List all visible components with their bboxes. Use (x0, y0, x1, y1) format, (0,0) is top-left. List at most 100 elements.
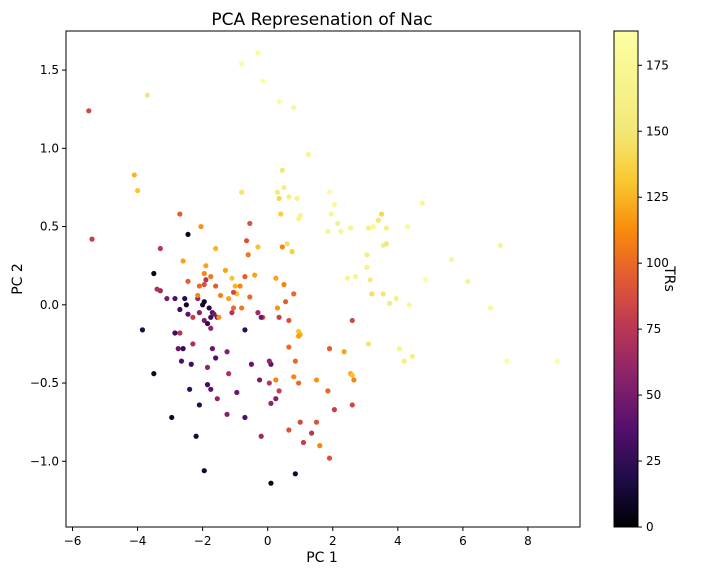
x-tick-label: 0 (264, 534, 272, 548)
data-point (396, 346, 403, 352)
data-point (273, 396, 279, 402)
data-point (297, 213, 303, 219)
data-point (274, 189, 281, 195)
data-point (393, 295, 399, 302)
data-point (504, 358, 510, 364)
data-point (206, 305, 212, 311)
data-point (487, 305, 494, 311)
data-point (201, 299, 207, 305)
data-point (177, 306, 183, 313)
x-axis-label: PC 1 (306, 550, 338, 566)
data-point (232, 283, 238, 289)
plot-frame (65, 30, 581, 528)
data-point (349, 372, 355, 378)
data-point (226, 295, 232, 302)
y-tick-label: 0.5 (40, 220, 59, 234)
data-point (204, 320, 211, 327)
data-point (185, 311, 191, 317)
data-point (281, 184, 287, 191)
data-point (279, 167, 285, 173)
data-point (248, 361, 255, 367)
data-point (383, 241, 390, 247)
data-point (364, 264, 370, 270)
x-tick-label: −4 (129, 534, 147, 548)
y-tick-label: 0.0 (40, 298, 59, 312)
data-point (208, 386, 214, 392)
data-point (187, 386, 193, 392)
data-point (157, 245, 163, 252)
data-point (286, 194, 292, 200)
data-point (273, 377, 279, 383)
data-point (276, 314, 282, 320)
colorbar-tick-label: 175 (646, 58, 669, 72)
colorbar-tick-label: 150 (646, 124, 669, 138)
data-point (211, 311, 217, 317)
x-tick-label: 2 (329, 534, 337, 548)
data-point (180, 258, 186, 264)
data-point (169, 414, 175, 421)
data-point (266, 380, 272, 386)
colorbar-tick-label: 25 (646, 454, 661, 468)
data-point (554, 358, 560, 364)
colorbar-tick-label: 0 (646, 520, 654, 534)
data-point (230, 289, 237, 295)
data-point (214, 396, 220, 402)
data-point (201, 468, 207, 474)
data-point (313, 377, 320, 383)
x-tick-label: −6 (64, 534, 82, 548)
data-point (239, 189, 245, 195)
data-point (230, 305, 237, 311)
data-point (183, 302, 189, 308)
data-point (284, 241, 290, 247)
data-point (465, 278, 471, 284)
data-point (224, 411, 230, 417)
data-point (409, 353, 416, 360)
data-point (292, 358, 298, 364)
data-point (229, 275, 235, 281)
data-point (364, 252, 370, 258)
data-point (370, 223, 377, 230)
data-point (188, 361, 194, 367)
colorbar-tick-label: 50 (646, 388, 661, 402)
data-point (268, 400, 274, 406)
data-point (204, 364, 211, 371)
data-point (313, 419, 320, 425)
data-point (201, 317, 207, 324)
x-tick-label: 4 (394, 534, 402, 548)
data-point (203, 263, 209, 269)
data-point (196, 310, 202, 316)
data-point (131, 172, 137, 178)
x-axis-ticks: −6 −4 −2 0 2 4 6 8 (64, 527, 532, 548)
data-point (380, 291, 386, 297)
data-point (365, 341, 372, 347)
data-point (276, 98, 282, 105)
data-point (86, 108, 92, 114)
data-point (177, 211, 183, 217)
data-point (229, 310, 235, 316)
colorbar-tick-label: 75 (646, 322, 661, 336)
data-point (144, 92, 150, 98)
data-point (448, 256, 455, 263)
data-point (276, 195, 282, 202)
data-point (177, 330, 183, 336)
colorbar (613, 30, 639, 528)
data-point (182, 295, 188, 302)
data-point (378, 211, 385, 217)
chart-title: PCA Represenation of Nac (211, 10, 432, 30)
data-point (196, 283, 202, 289)
data-point (224, 349, 230, 355)
data-point (164, 295, 170, 302)
data-point (326, 455, 333, 461)
data-point (151, 270, 157, 277)
data-point (213, 245, 219, 252)
data-point (196, 402, 202, 408)
data-point (178, 358, 185, 364)
data-point (134, 187, 141, 194)
data-point (344, 275, 350, 281)
data-point (317, 443, 323, 449)
data-point (349, 402, 355, 408)
colorbar-tick-label: 100 (646, 256, 669, 270)
data-point (404, 223, 411, 230)
